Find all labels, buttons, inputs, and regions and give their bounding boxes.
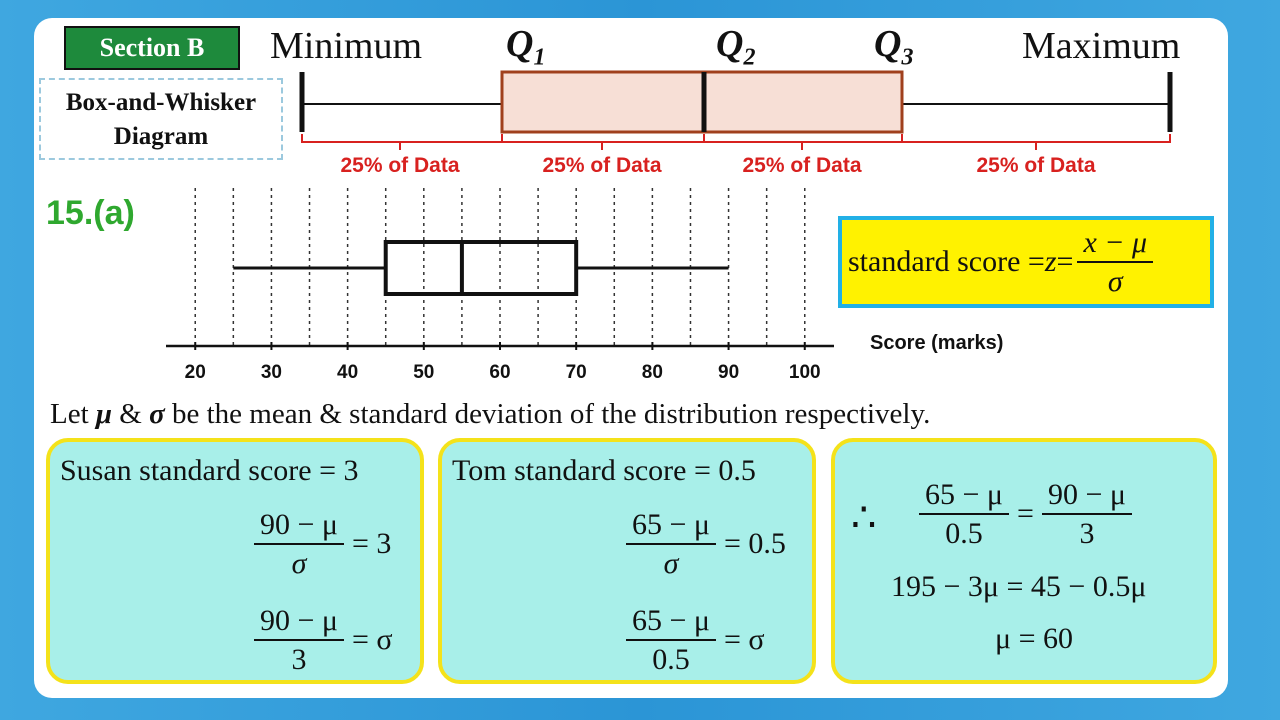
- formula-numerator: x − μ: [1077, 226, 1154, 263]
- x-tick-label-90: 90: [718, 362, 739, 383]
- susan-title: Susan standard score = 3: [60, 454, 359, 487]
- mu-symbol: μ: [95, 398, 113, 430]
- quarter-label-1: 25% of Data: [340, 154, 459, 177]
- schematic-box-plot: 25% of Data 25% of Data 25% of Data 25% …: [299, 70, 1173, 177]
- q3-label: Q3: [874, 23, 914, 71]
- standard-score-formula: standard score = z = x − μ σ: [838, 216, 1214, 308]
- plot-grid: [194, 188, 806, 346]
- x-tick-label-100: 100: [789, 362, 821, 383]
- q2-label: Q2: [716, 23, 756, 71]
- formula-denominator: σ: [1107, 265, 1123, 298]
- section-badge: Section B: [64, 26, 240, 70]
- x-tick-label-50: 50: [413, 362, 434, 383]
- sigma-symbol: σ: [149, 398, 165, 430]
- q1-label: Q1: [506, 23, 546, 71]
- x-axis-title: Score (marks): [870, 332, 1004, 354]
- plot-axis: 20 30 40 50 60 70 80 90 100: [166, 342, 834, 383]
- question-number: 15.(a): [46, 194, 135, 232]
- quarter-label-2: 25% of Data: [542, 154, 661, 177]
- maximum-label: Maximum: [1022, 25, 1181, 67]
- formula-fraction: x − μ σ: [1077, 226, 1154, 298]
- x-tick-label-80: 80: [642, 362, 663, 383]
- schematic-bracket: [301, 134, 1171, 143]
- solution-equation-2: 195 − 3μ = 45 − 0.5μ: [891, 570, 1147, 603]
- x-tick-label-30: 30: [261, 362, 282, 383]
- tom-equation-2: 65 − μ 0.5 = σ: [622, 604, 769, 676]
- tom-title: Tom standard score = 0.5: [452, 454, 756, 487]
- minimum-label: Minimum: [270, 25, 423, 67]
- definition-sentence: Let μ & σ be the mean & standard deviati…: [50, 398, 931, 430]
- iqr-box: [383, 240, 579, 296]
- diagram-title-box: Box-and-Whisker Diagram: [39, 78, 283, 160]
- quarter-label-4: 25% of Data: [976, 154, 1095, 177]
- therefore-symbol: ∴: [851, 495, 877, 540]
- x-tick-label-60: 60: [489, 362, 510, 383]
- x-tick-label-70: 70: [566, 362, 587, 383]
- quarter-label-3: 25% of Data: [742, 154, 861, 177]
- x-tick-label-20: 20: [185, 362, 206, 383]
- x-tick-label-40: 40: [337, 362, 358, 383]
- slide: Section B Box-and-Whisker Diagram Minimu…: [34, 18, 1228, 698]
- plot-marks: [233, 240, 729, 296]
- formula-lhs: standard score =: [848, 245, 1045, 278]
- diagram-title-line2: Diagram: [113, 123, 209, 150]
- solution-result: μ = 60: [995, 622, 1074, 655]
- diagram-title-line1: Box-and-Whisker: [65, 89, 257, 116]
- formula-z: z: [1044, 245, 1057, 278]
- formula-equals: =: [1056, 245, 1074, 278]
